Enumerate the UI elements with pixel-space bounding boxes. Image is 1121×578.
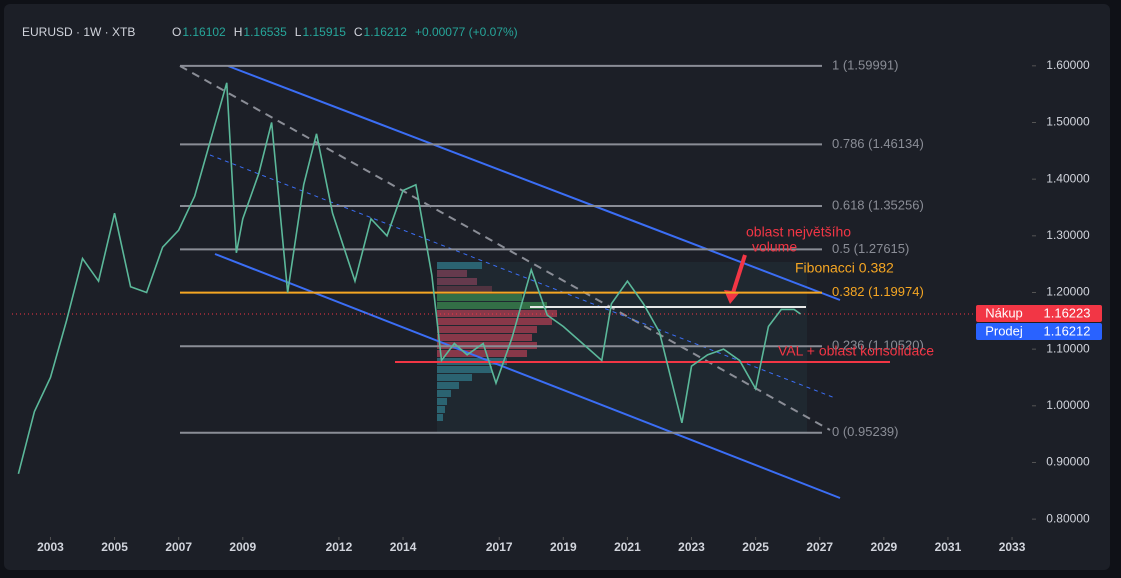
symbol: EURUSD · 1W · XTB	[22, 25, 135, 39]
y-tick-label: 1.30000	[1046, 228, 1090, 242]
ohlc-key: C	[354, 25, 363, 39]
quote-value: 1.16212	[1044, 323, 1091, 338]
quote-label: Prodej	[985, 323, 1023, 338]
quote-value: 1.16223	[1044, 305, 1091, 320]
annotation: oblast největšího	[746, 224, 851, 240]
quote-label: Nákup	[985, 305, 1023, 320]
x-tick-label: 2033	[999, 540, 1026, 554]
x-tick-label: 2007	[165, 540, 192, 554]
x-tick-label: 2009	[229, 540, 256, 554]
y-tick-label: 1.00000	[1046, 398, 1090, 412]
plot: 0.80000 0.90000 1.00000 1.10000 1.20000 1.300…	[17, 57, 1102, 554]
x-tick-label: 2031	[935, 540, 962, 554]
x-tick-label: 2021	[614, 540, 641, 554]
x-tick-label: 2019	[550, 540, 577, 554]
ohlc-key: H	[234, 25, 243, 39]
trend-drawings	[12, 65, 975, 499]
ohlc-value: 1.15915	[302, 25, 346, 39]
ohlc-key: O	[172, 25, 181, 39]
x-tick-label: 2023	[678, 540, 705, 554]
fib-label: 0 (0.95239)	[832, 424, 899, 439]
ohlc-value: 1.16102	[182, 25, 226, 39]
annotation: volume	[752, 239, 797, 255]
price-line	[17, 82, 801, 475]
ohlc-value: 1.16535	[243, 25, 287, 39]
y-tick-label: 1.10000	[1046, 341, 1090, 355]
y-tick-label: 1.50000	[1046, 115, 1090, 129]
x-tick-label: 2005	[101, 540, 128, 554]
quote-tag	[976, 323, 1102, 340]
y-tick-label: 0.80000	[1046, 511, 1090, 525]
x-tick-label: 2003	[37, 540, 64, 554]
y-tick-label: 1.60000	[1046, 58, 1090, 72]
x-tick-label: 2029	[870, 540, 897, 554]
y-tick-label: 0.90000	[1046, 455, 1090, 469]
x-tick-label: 2017	[486, 540, 513, 554]
quote-tag	[976, 305, 1102, 322]
fib-label: 0.236 (1.10520)	[832, 338, 924, 353]
fib-label: 0.618 (1.35256)	[832, 197, 924, 212]
ohlc-value: 1.16212	[364, 25, 408, 39]
annotation: Fibonacci 0.382	[795, 260, 894, 276]
annotation: VAL + oblast konsolidace	[778, 343, 934, 359]
y-tick-label: 1.20000	[1046, 285, 1090, 299]
fib-label: 1 (1.59991)	[832, 57, 899, 72]
y-tick-label: 1.40000	[1046, 171, 1090, 185]
x-tick-label: 2027	[806, 540, 833, 554]
x-tick-label: 2012	[326, 540, 353, 554]
x-tick-label: 2014	[390, 540, 417, 554]
fib-label: 0.786 (1.46134)	[832, 136, 924, 151]
fib-label: 0.382 (1.19974)	[832, 284, 924, 299]
ohlc-key: L	[295, 25, 302, 39]
fib-label: 0.5 (1.27615)	[832, 241, 909, 256]
change: +0.00077 (+0.07%)	[415, 25, 518, 39]
panel	[4, 4, 1110, 570]
x-tick-label: 2025	[742, 540, 769, 554]
